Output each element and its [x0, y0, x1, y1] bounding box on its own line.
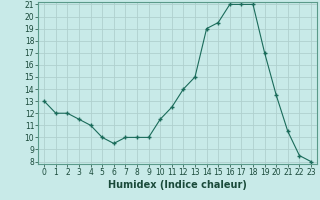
X-axis label: Humidex (Indice chaleur): Humidex (Indice chaleur) [108, 180, 247, 190]
